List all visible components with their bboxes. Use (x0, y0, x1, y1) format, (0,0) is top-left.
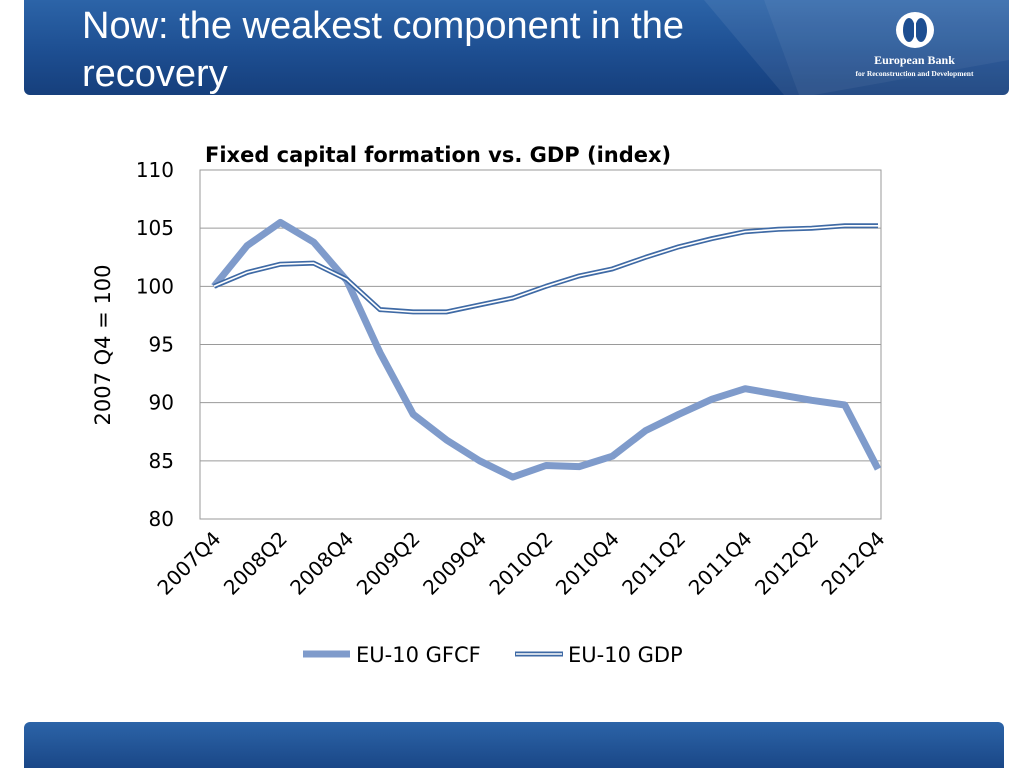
x-tick-label: 2011Q2 (617, 527, 690, 600)
series-line-gdp-inner (213, 225, 878, 313)
chart-title: Fixed capital formation vs. GDP (index) (205, 143, 671, 167)
chart-legend: EU-10 GFCF EU-10 GDP (303, 643, 683, 667)
y-tick-label: 110 (136, 158, 174, 182)
x-axis: 2007Q42008Q22008Q42009Q22009Q42010Q22010… (152, 527, 889, 600)
x-tick-label: 2009Q4 (418, 527, 491, 600)
series-gdp (213, 223, 878, 315)
y-axis-title: 2007 Q4 = 100 (91, 264, 115, 425)
x-tick-label: 2010Q2 (484, 527, 557, 600)
x-tick-label: 2008Q4 (285, 527, 358, 600)
x-tick-label: 2007Q4 (152, 527, 225, 600)
y-tick-label: 85 (149, 449, 174, 473)
series-gfcf (211, 218, 882, 481)
x-tick-label: 2010Q4 (551, 527, 624, 600)
x-tick-label: 2009Q2 (352, 527, 425, 600)
header-decoration (704, 0, 1009, 95)
chart-series (211, 218, 882, 481)
line-chart: Fixed capital formation vs. GDP (index) … (91, 143, 890, 667)
ebrd-logo: European Bank for Reconstruction and Dev… (832, 10, 997, 85)
slide-footer (24, 722, 1004, 768)
x-tick-label: 2012Q2 (750, 527, 823, 600)
y-tick-label: 95 (149, 333, 174, 357)
y-axis: 80 85 90 95 100 105 110 (136, 158, 174, 531)
slide-header: Now: the weakest component in the recove… (24, 0, 1009, 95)
y-tick-label: 80 (149, 507, 174, 531)
x-tick-label: 2008Q2 (219, 527, 292, 600)
slide-title: Now: the weakest component in the recove… (82, 5, 685, 95)
y-tick-label: 90 (149, 391, 174, 415)
y-tick-label: 105 (136, 216, 174, 240)
x-tick-label: 2012Q4 (816, 527, 889, 600)
legend-label-gdp: EU-10 GDP (568, 643, 683, 667)
series-line-gfcf (211, 218, 882, 481)
logo-name: European Bank (874, 53, 955, 67)
legend-label-gfcf: EU-10 GFCF (356, 643, 481, 667)
y-tick-label: 100 (136, 274, 174, 298)
logo-subtitle: for Reconstruction and Development (855, 69, 974, 78)
ebrd-emblem-icon (895, 12, 934, 48)
x-tick-label: 2011Q4 (684, 527, 757, 600)
